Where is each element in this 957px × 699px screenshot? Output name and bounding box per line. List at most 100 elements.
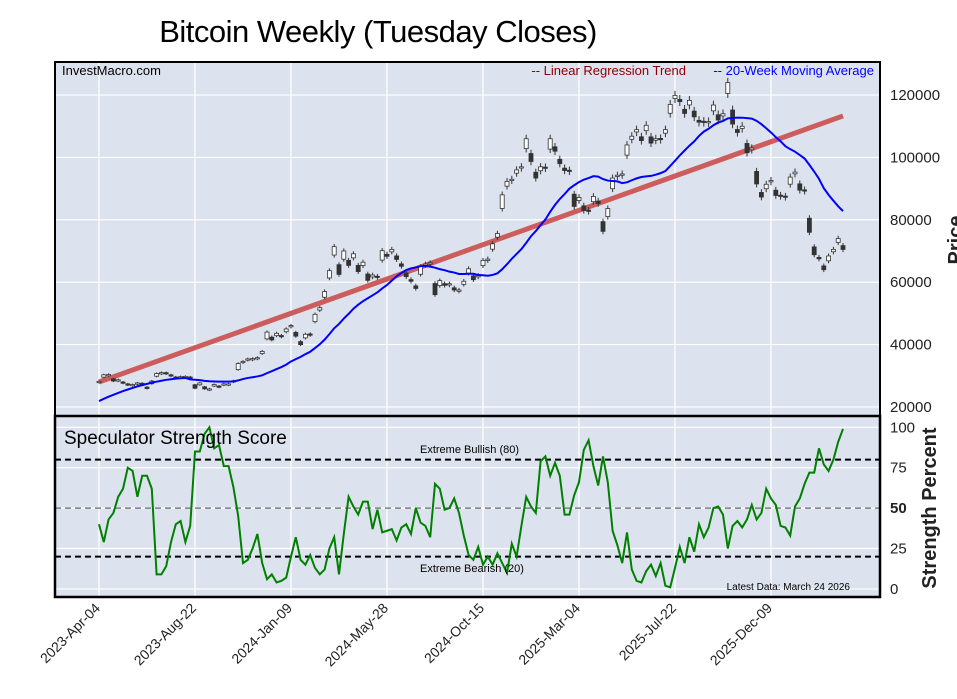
candle-body [250, 358, 256, 361]
candle-body [682, 108, 687, 114]
score-panel-frame [53, 414, 882, 599]
price-tick-label: 120000 [890, 87, 940, 104]
candle-body [360, 261, 366, 266]
candle-body [595, 200, 601, 204]
candle-body [677, 99, 683, 103]
candle-body [461, 280, 467, 285]
candle-body [130, 384, 136, 387]
candle-body [245, 358, 251, 361]
price-tick-label: 20000 [890, 399, 932, 416]
candle-body [211, 384, 217, 387]
candle-body [706, 121, 711, 124]
candle-body [725, 82, 731, 94]
candle-body [610, 177, 615, 190]
candle-body [835, 238, 841, 243]
candle-body [293, 332, 299, 337]
candle-body [634, 129, 639, 133]
x-tick-label: 2025-Mar-04 [515, 600, 583, 668]
candle-body [672, 94, 678, 99]
extreme-bearish-label: Extreme Bearish (20) [420, 563, 524, 575]
candle-body [600, 221, 606, 232]
legend-regression: -- Linear Regression Trend [531, 63, 686, 78]
candle-body [701, 120, 707, 123]
x-tick-label: 2024-Jan-09 [228, 600, 295, 667]
price-axis-label: Price [945, 216, 957, 265]
candle-body [370, 274, 376, 278]
candle-body [466, 268, 472, 274]
candle-body [538, 166, 543, 172]
candle-body [619, 173, 625, 176]
candle-body [168, 374, 174, 377]
candle-body [773, 189, 779, 196]
candle-body [557, 158, 563, 165]
candle-body [432, 283, 438, 296]
candle-body [783, 195, 788, 198]
ma20-line [98, 116, 844, 402]
candle-body [288, 325, 294, 328]
candle-body [192, 384, 198, 389]
candle-body [643, 124, 649, 132]
price-tick-label: 40000 [890, 337, 932, 354]
candle-body [562, 167, 567, 171]
candle-body [187, 376, 193, 379]
candle-body [581, 205, 587, 211]
candle-body [111, 378, 116, 382]
candle-body [427, 262, 433, 265]
candle-body [831, 249, 836, 253]
candle-body [264, 331, 270, 340]
candle-body [514, 169, 519, 174]
candle-body [480, 259, 486, 267]
candle-body [350, 253, 356, 259]
candle-body [744, 143, 750, 154]
candle-body [346, 259, 352, 266]
x-tick-label: 2025-Dec-09 [707, 600, 776, 669]
candle-body [490, 243, 496, 250]
price-tick-label: 100000 [890, 149, 940, 166]
candle-body [379, 250, 385, 261]
price-tick-label: 80000 [890, 212, 932, 229]
candle-body [615, 174, 620, 177]
watermark: InvestMacro.com [62, 63, 161, 78]
legend-ma: -- 20-Week Moving Average [713, 63, 874, 78]
candle-body [278, 335, 284, 338]
candle-body [302, 333, 308, 339]
latest-data-note: Latest Data: March 24 2026 [727, 582, 851, 593]
x-tick-label: 2023-Apr-04 [37, 600, 103, 666]
candle-body [221, 383, 227, 386]
candle-body [413, 285, 419, 289]
regression-line [98, 113, 844, 385]
y-tick-labels: 20000 40000 60000 80000 100000 120000 0 25 50 75 1… [890, 87, 940, 598]
candle-body [720, 113, 726, 117]
candle-body [763, 183, 769, 190]
candle-body [437, 280, 443, 286]
candle-body [605, 208, 611, 217]
candle-body [739, 125, 745, 129]
candle-body [202, 386, 208, 390]
candle-body [735, 129, 740, 133]
candle-body [571, 193, 577, 207]
candle-body [125, 383, 131, 386]
candle-body [663, 129, 668, 134]
candle-body [840, 245, 846, 250]
candle-body [807, 217, 812, 233]
candle-body [576, 196, 582, 201]
grid [55, 62, 880, 597]
score-levels [55, 458, 880, 558]
candle-body [96, 380, 102, 384]
candle-body [226, 383, 232, 386]
candle-body [533, 171, 539, 179]
candle-body [154, 373, 160, 377]
candle-body [759, 192, 764, 198]
candle-body [134, 382, 140, 385]
candle-body [768, 180, 774, 183]
candle-body [101, 374, 107, 378]
price-tick-label: 60000 [890, 274, 932, 291]
candle-body [163, 372, 169, 375]
x-tick-label: 2023-Aug-22 [131, 600, 200, 669]
candle-body [235, 363, 241, 371]
candle-body [322, 291, 328, 298]
candle-body [509, 178, 515, 181]
candle-body [749, 147, 755, 151]
candle-body [341, 250, 347, 260]
candle-body [485, 258, 491, 261]
